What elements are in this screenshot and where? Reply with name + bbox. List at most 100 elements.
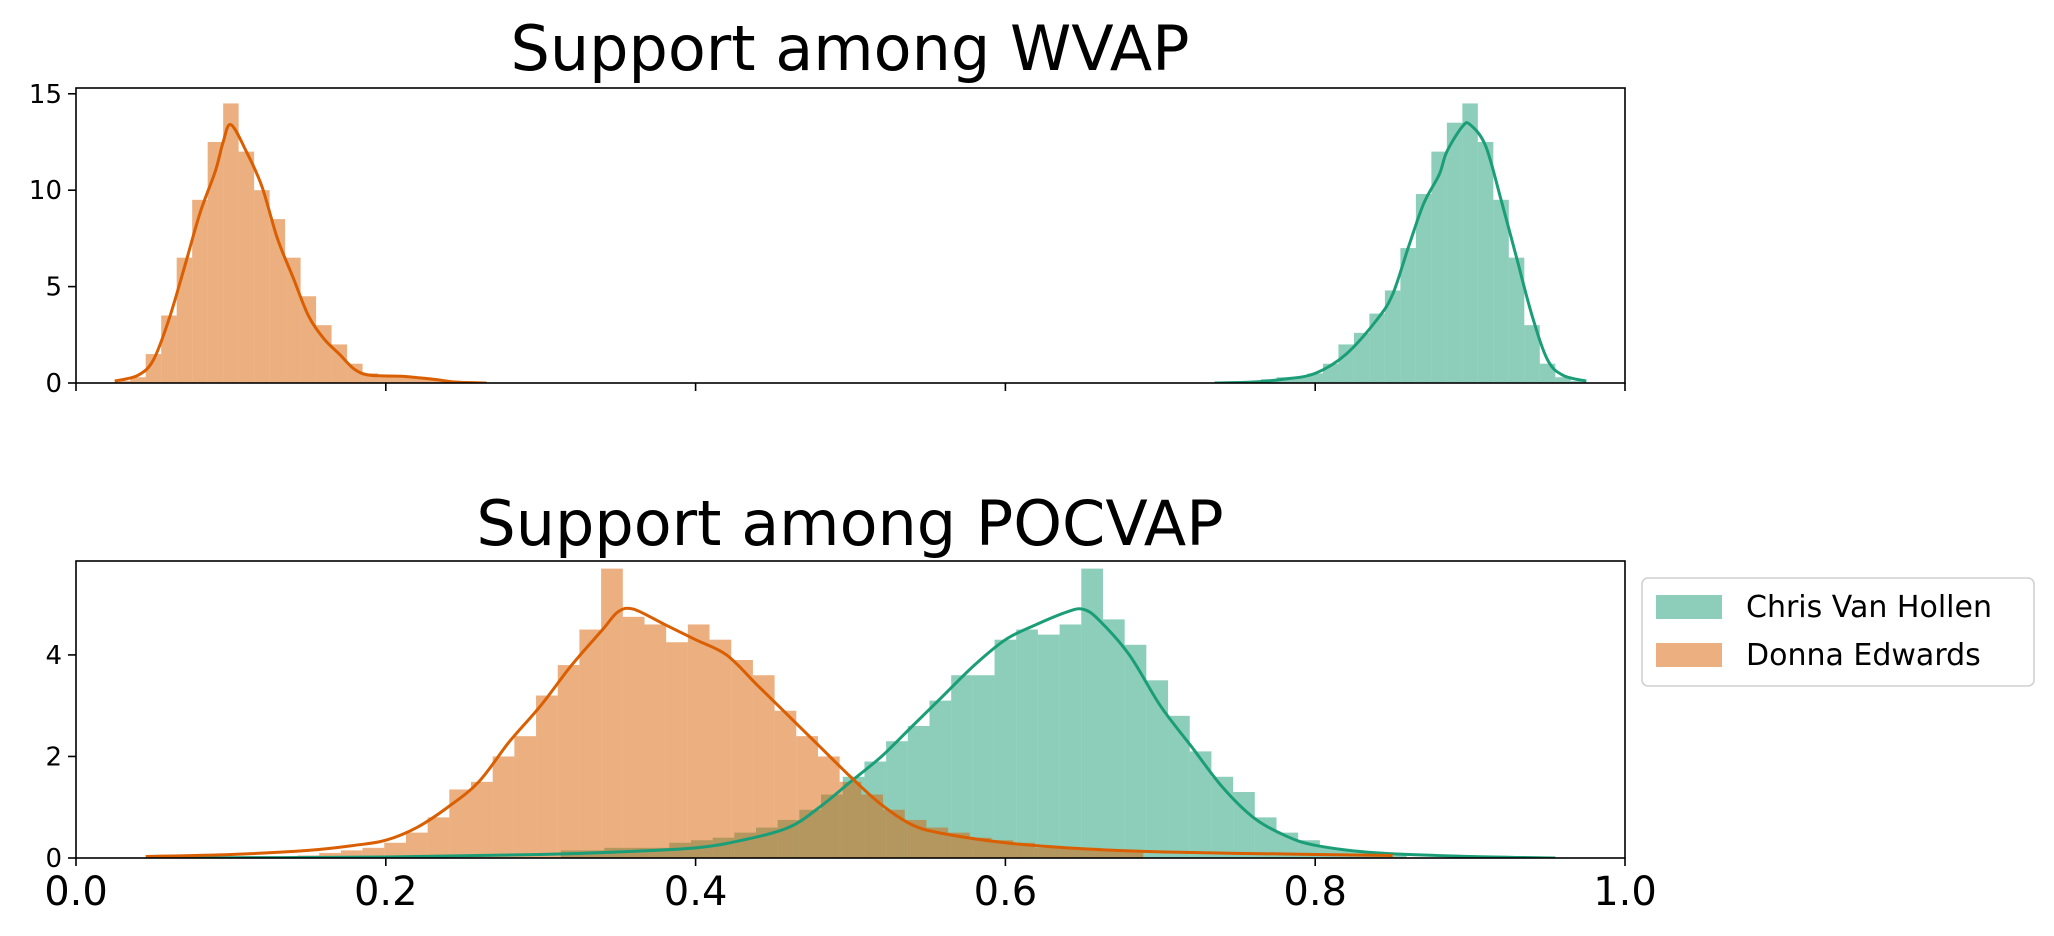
donna-edwards-bar [114,381,131,383]
donna-edwards-bar [817,756,840,858]
donna-edwards-bar [409,377,425,383]
donna-edwards-bar [709,639,732,858]
chris-van-hollen-bar [1037,634,1060,858]
chris-van-hollen-bar [1400,248,1416,383]
donna-edwards-bar [557,665,580,858]
chris-van-hollen-bar [1338,344,1354,383]
donna-edwards-bar [424,379,441,383]
donna-edwards-bar [331,344,348,383]
donna-edwards-bar [470,781,493,858]
chris-van-hollen-bar [1431,151,1447,383]
donna-edwards-bar [514,736,537,858]
chris-van-hollen-histogram [1214,103,1587,383]
chris-van-hollen-bar [1384,855,1407,858]
donna-edwards-bar [384,842,406,858]
donna-edwards-kde-line [145,606,1393,858]
chris-van-hollen-bar [994,639,1017,858]
chris-van-hollen-bar [1233,792,1255,858]
donna-edwards-bar [1078,847,1100,858]
donna-edwards-bar [238,151,255,383]
donna-edwards-legend-label: Donna Edwards [1746,638,1981,673]
donna-edwards-bar [176,257,193,383]
chris-van-hollen-bar [951,675,973,858]
chris-van-hollen-bar [1462,103,1478,383]
legend: Chris Van Hollen Donna Edwards [1641,577,2035,687]
donna-edwards-bar [319,852,341,858]
chris-van-hollen-legend-swatch [1656,595,1722,619]
donna-edwards-histogram [297,568,1144,858]
chris-van-hollen-bar [1189,751,1212,858]
donna-edwards-bar [316,325,332,383]
donna-edwards-bar [883,809,905,858]
legend-box [1641,577,2035,687]
donna-edwards-bar [300,296,317,383]
donna-edwards-bar [378,377,394,383]
donna-edwards-bar [340,850,363,858]
donna-edwards-bar [130,377,146,383]
y-tick-label: 5 [45,273,62,303]
donna-edwards-bar [644,624,667,858]
donna-edwards-bar [207,141,224,383]
chris-van-hollen-bar [1146,680,1169,858]
chris-van-hollen-bar [1291,377,1308,383]
donna-edwards-bar [579,629,602,858]
donna-edwards-bar [254,190,270,383]
chris-van-hollen-bar [1059,624,1082,858]
chris-van-hollen-bar [1446,122,1463,383]
chris-van-hollen-kde-line [1214,121,1587,383]
y-tick-label: 0 [45,369,62,399]
chris-van-hollen-bar [1211,776,1234,858]
chris-van-hollen-bar [1016,629,1038,858]
donna-edwards-bar [1034,847,1057,858]
chris-van-hollen-bar [1555,377,1571,383]
x-tick-label: 0.0 [44,869,108,915]
donna-edwards-bar [774,710,797,858]
plot-area [145,568,1556,858]
chris-van-hollen-legend-label: Chris Van Hollen [1746,590,1992,625]
axes-frame [75,87,1626,384]
axes-frame [75,560,1626,859]
chris-van-hollen-bar [929,700,952,858]
y-tick-label: 4 [45,641,62,671]
y-tick-label: 0 [45,844,62,874]
donna-edwards-bar [622,616,645,858]
chris-van-hollen-bar [1102,619,1125,858]
x-tick-label: 0.8 [1283,869,1347,915]
donna-edwards-bar [1056,847,1079,858]
y-tick-label: 10 [29,176,62,206]
donna-edwards-bar [536,695,558,858]
donna-edwards-bar [839,781,862,858]
donna-edwards-kde-line [114,123,487,383]
donna-edwards-bar [161,315,177,383]
chris-van-hollen-bar [1570,381,1587,383]
chris-van-hollen-bar [1124,644,1147,858]
donna-edwards-bar [948,832,970,858]
donna-edwards-bar [1121,850,1144,858]
donna-edwards-bar [687,624,710,858]
donna-edwards-bar [269,219,286,383]
x-tick-label: 0.6 [974,869,1038,915]
donna-edwards-histogram [114,103,471,383]
wvap-panel: Support among WVAP 0 5 10 15 [29,12,1626,399]
chris-van-hollen-bar [1369,313,1385,383]
plot-area [114,103,1587,383]
donna-edwards-bar [969,837,992,858]
donna-edwards-bar [223,103,239,383]
chris-van-hollen-bar [1319,847,1342,858]
donna-edwards-bar [926,827,949,858]
wvap-title: Support among WVAP [510,12,1189,85]
donna-edwards-bar [861,794,884,858]
chris-van-hollen-bar [1168,715,1190,858]
donna-edwards-bar [362,847,385,858]
x-tick-label: 0.4 [664,869,728,915]
chris-van-hollen-bar [1493,199,1509,383]
donna-edwards-bar [362,373,379,383]
donna-edwards-bar [192,199,208,383]
pocvap-panel: Support among POCVAP 0 2 4 0.0 0.2 0.4 0.6 0.8 1.… [44,487,1657,915]
donna-edwards-bar [991,840,1014,858]
donna-edwards-bar [601,568,623,858]
donna-edwards-bar [1099,850,1122,858]
y-tick-label: 2 [45,742,62,772]
donna-edwards-bar [405,832,428,858]
